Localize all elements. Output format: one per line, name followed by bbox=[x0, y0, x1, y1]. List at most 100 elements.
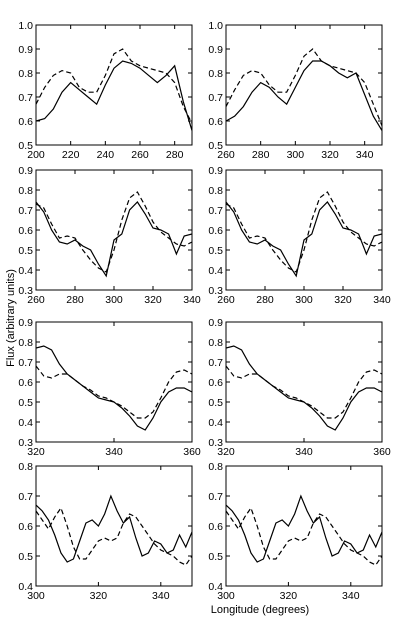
x-tick-label: 340 bbox=[152, 590, 170, 602]
y-tick-label: 0.8 bbox=[208, 185, 223, 197]
y-tick-label: 0.6 bbox=[208, 377, 223, 389]
panel-r3c1: 320 340 360 0.3 0.4 0.5 0.6 0.7 0.8 0.9 bbox=[18, 317, 201, 458]
plot-frame bbox=[35, 169, 193, 291]
y-tick-label: 0.8 bbox=[18, 337, 33, 349]
y-tick-label: 0.6 bbox=[208, 521, 223, 533]
x-tick-label: 320 bbox=[280, 590, 298, 602]
y-tick-label: 0.3 bbox=[18, 437, 33, 449]
panel-r1c1: 200 220 240 260 280 0.5 0.6 0.7 0.8 0.9 1.0 bbox=[18, 20, 193, 161]
x-tick-label: 300 bbox=[287, 149, 305, 161]
x-tick-label: 360 bbox=[183, 446, 201, 458]
y-tick-label: 0.7 bbox=[18, 92, 33, 104]
x-tick-label: 300 bbox=[27, 590, 45, 602]
series-dashed-line bbox=[226, 365, 382, 419]
series-dashed-line bbox=[36, 365, 192, 419]
x-tick-label: 260 bbox=[27, 294, 45, 306]
panel-r2c2: 260 280 300 320 340 0.3 0.4 0.5 0.6 0.7 0.8 0.9 bbox=[208, 165, 391, 306]
y-tick-label: 0.5 bbox=[208, 245, 223, 257]
x-tick-label: 340 bbox=[342, 590, 360, 602]
x-tick-label: 280 bbox=[256, 294, 274, 306]
y-tick-label: 0.5 bbox=[18, 245, 33, 257]
y-tick-label: 0.9 bbox=[208, 44, 223, 56]
plot-frame bbox=[225, 169, 383, 291]
plot-frame bbox=[225, 24, 383, 146]
plot-frame bbox=[225, 465, 383, 587]
x-tick-label: 260 bbox=[217, 149, 235, 161]
panel-r3c2: 320 340 360 0.3 0.4 0.5 0.6 0.7 0.8 0.9 bbox=[208, 317, 391, 458]
y-tick-label: 0.7 bbox=[18, 357, 33, 369]
x-tick-label: 360 bbox=[373, 446, 391, 458]
y-tick-label: 0.5 bbox=[208, 397, 223, 409]
panel-r4c2: 300 320 340 0.4 0.5 0.6 0.7 0.8 bbox=[208, 461, 383, 602]
x-tick-label: 200 bbox=[27, 149, 45, 161]
x-tick-label: 320 bbox=[90, 590, 108, 602]
x-tick-label: 280 bbox=[252, 149, 270, 161]
series-dashed-line bbox=[36, 48, 192, 124]
y-tick-label: 0.7 bbox=[208, 357, 223, 369]
x-tick-label: 320 bbox=[144, 294, 162, 306]
y-tick-label: 0.9 bbox=[18, 44, 33, 56]
y-tick-label: 0.4 bbox=[208, 581, 223, 593]
series-dashed-line bbox=[226, 506, 382, 566]
x-axis-label: Longitude (degrees) bbox=[211, 604, 309, 616]
x-tick-label: 260 bbox=[217, 294, 235, 306]
series-dashed-line bbox=[36, 191, 192, 273]
y-tick-label: 0.9 bbox=[18, 317, 33, 329]
y-tick-label: 0.6 bbox=[208, 116, 223, 128]
y-tick-label: 0.7 bbox=[208, 92, 223, 104]
x-tick-label: 280 bbox=[166, 149, 184, 161]
x-tick-label: 340 bbox=[183, 294, 201, 306]
series-solid-line bbox=[36, 494, 192, 563]
y-tick-label: 0.6 bbox=[18, 225, 33, 237]
y-tick-label: 0.8 bbox=[208, 68, 223, 80]
y-tick-label: 0.8 bbox=[18, 461, 33, 473]
x-tick-label: 260 bbox=[131, 149, 149, 161]
y-tick-label: 0.6 bbox=[18, 377, 33, 389]
x-tick-label: 340 bbox=[295, 446, 313, 458]
x-tick-label: 320 bbox=[217, 446, 235, 458]
y-tick-label: 0.5 bbox=[208, 551, 223, 563]
y-tick-label: 0.4 bbox=[18, 417, 33, 429]
x-tick-label: 320 bbox=[334, 294, 352, 306]
y-axis-label: Flux (arbitrary units) bbox=[5, 269, 17, 367]
y-tick-label: 0.4 bbox=[208, 265, 223, 277]
series-solid-line bbox=[226, 345, 382, 431]
x-tick-label: 320 bbox=[321, 149, 339, 161]
panel-r2c1: 260 280 300 320 340 0.3 0.4 0.5 0.6 0.7 0.8 0.9 bbox=[18, 165, 201, 306]
x-tick-label: 340 bbox=[105, 446, 123, 458]
plot-frame bbox=[35, 24, 193, 146]
x-tick-label: 300 bbox=[105, 294, 123, 306]
x-tick-label: 340 bbox=[356, 149, 374, 161]
y-tick-label: 0.8 bbox=[18, 185, 33, 197]
y-tick-label: 0.9 bbox=[208, 165, 223, 177]
y-tick-label: 0.6 bbox=[208, 225, 223, 237]
y-tick-label: 0.7 bbox=[18, 491, 33, 503]
y-tick-label: 0.6 bbox=[18, 116, 33, 128]
x-tick-label: 340 bbox=[373, 294, 391, 306]
series-solid-line bbox=[226, 494, 382, 563]
panel-r1c2: 260 280 300 320 340 0.5 0.6 0.7 0.8 0.9 1.0 bbox=[208, 20, 383, 161]
y-tick-label: 1.0 bbox=[208, 20, 223, 32]
x-tick-label: 280 bbox=[66, 294, 84, 306]
x-tick-label: 220 bbox=[62, 149, 80, 161]
y-tick-label: 0.7 bbox=[18, 205, 33, 217]
plot-frame bbox=[35, 465, 193, 587]
y-tick-label: 0.4 bbox=[18, 265, 33, 277]
y-tick-label: 0.8 bbox=[208, 461, 223, 473]
y-tick-label: 0.8 bbox=[208, 337, 223, 349]
y-tick-label: 0.6 bbox=[18, 521, 33, 533]
series-dashed-line bbox=[226, 191, 382, 273]
y-tick-label: 0.7 bbox=[208, 491, 223, 503]
y-tick-label: 0.4 bbox=[18, 581, 33, 593]
series-solid-line bbox=[226, 201, 382, 278]
series-solid-line bbox=[36, 201, 192, 278]
series-solid-line bbox=[36, 60, 192, 131]
y-tick-label: 0.3 bbox=[208, 437, 223, 449]
series-solid-line bbox=[36, 345, 192, 431]
y-tick-label: 0.5 bbox=[18, 140, 33, 152]
y-tick-label: 0.5 bbox=[18, 397, 33, 409]
panel-r4c1: 300 320 340 0.4 0.5 0.6 0.7 0.8 bbox=[18, 461, 193, 602]
y-tick-label: 0.9 bbox=[208, 317, 223, 329]
x-tick-label: 300 bbox=[295, 294, 313, 306]
